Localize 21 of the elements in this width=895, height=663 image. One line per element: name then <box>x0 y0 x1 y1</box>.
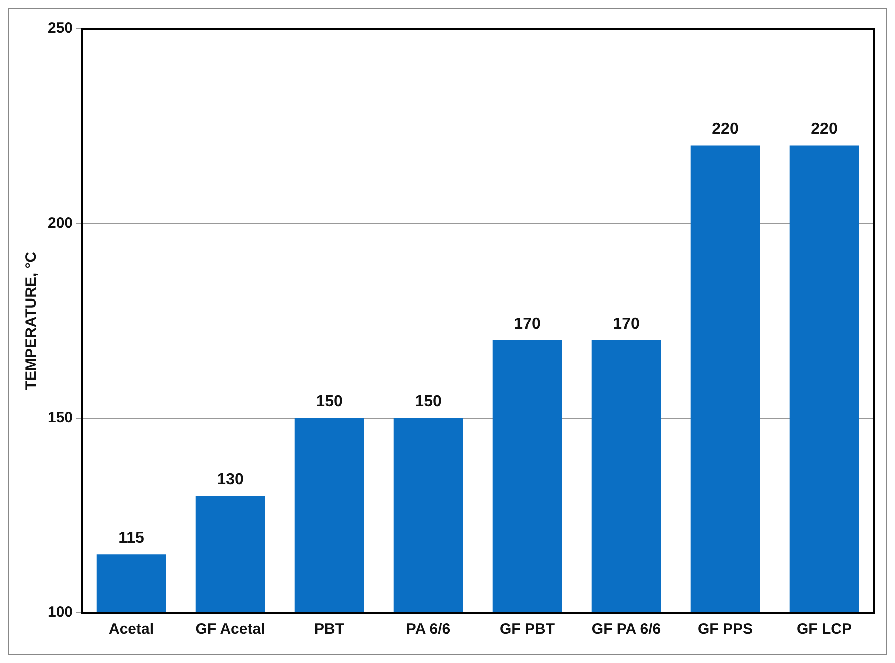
data-label: 150 <box>316 394 343 411</box>
x-tick-label: GF Acetal <box>196 621 266 638</box>
x-tick-label: GF LCP <box>797 621 852 638</box>
y-tick-label: 250 <box>48 20 74 38</box>
data-label: 150 <box>415 394 442 411</box>
x-tick-label: GF PA 6/6 <box>592 621 662 638</box>
data-label: 170 <box>514 316 541 333</box>
y-tick-label: 100 <box>48 604 74 622</box>
x-tick-label: PBT <box>314 621 345 638</box>
y-axis-title: TEMPERATURE, °C <box>23 252 40 390</box>
data-label: 130 <box>217 472 244 489</box>
y-tick-label: 150 <box>48 409 74 426</box>
x-tick-label: PA 6/6 <box>406 621 451 638</box>
y-tick-label: 200 <box>48 214 74 232</box>
data-label: 115 <box>118 530 145 548</box>
data-label: 170 <box>613 316 640 333</box>
data-label: 220 <box>811 121 838 138</box>
data-label: 220 <box>712 121 739 138</box>
x-tick-label: GF PPS <box>698 621 754 638</box>
x-tick-label: Acetal <box>109 621 154 638</box>
x-tick-label: GF PBT <box>500 621 556 638</box>
